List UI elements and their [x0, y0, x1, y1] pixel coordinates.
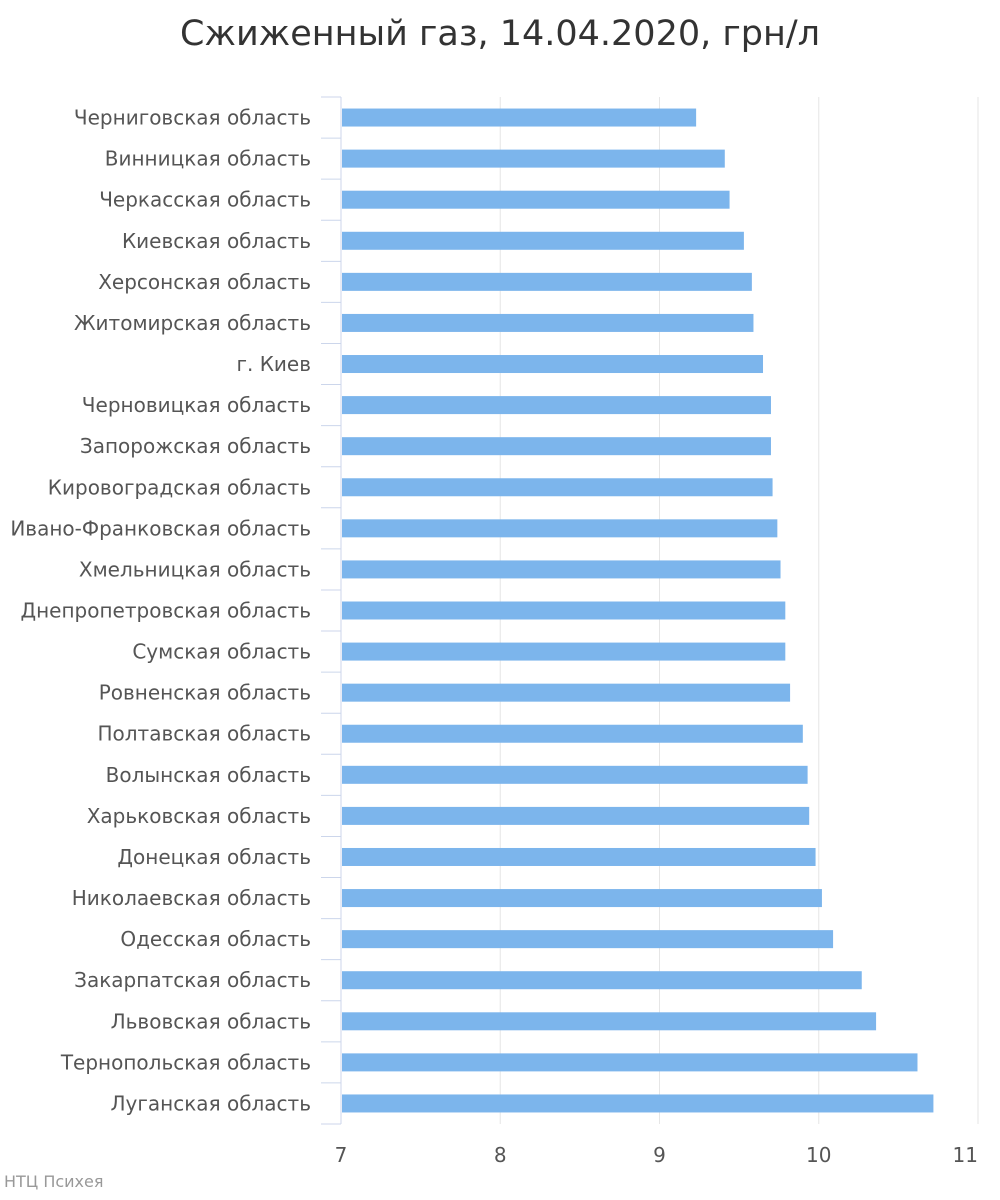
category-label: Харьковская область [87, 804, 311, 828]
category-label: Ровненская область [99, 681, 311, 705]
category-label: Винницкая область [105, 147, 311, 171]
category-label: Днепропетровская область [20, 599, 311, 623]
bar [342, 1094, 934, 1113]
bar [342, 519, 778, 538]
bar [342, 683, 791, 702]
credit-label: НТЦ Психея [4, 1172, 104, 1191]
category-label: Запорожская область [80, 434, 311, 458]
category-label: Черкасская область [99, 188, 311, 212]
bar [342, 272, 752, 291]
category-label: Львовская область [111, 1009, 311, 1033]
bar [342, 149, 725, 168]
bar [342, 724, 803, 743]
category-label: Киевская область [122, 229, 311, 253]
category-label: Херсонская область [98, 270, 311, 294]
bar [342, 190, 730, 209]
x-tick-label: 10 [806, 1143, 831, 1167]
bar [342, 601, 786, 620]
category-label: Полтавская область [97, 722, 311, 746]
bar [342, 355, 764, 374]
bar [342, 478, 773, 497]
category-label: Тернопольская область [60, 1050, 311, 1074]
bar [342, 765, 808, 784]
category-label: Житомирская область [74, 311, 311, 335]
x-tick-label: 8 [494, 1143, 507, 1167]
x-tick-label: 7 [335, 1143, 348, 1167]
category-label: Луганская область [111, 1091, 311, 1115]
category-label: Закарпатская область [74, 968, 311, 992]
category-label: Хмельницкая область [79, 557, 311, 581]
bar [342, 396, 771, 415]
category-label: Сумская область [132, 640, 311, 664]
category-label: Одесская область [120, 927, 311, 951]
x-tick-label: 11 [953, 1143, 978, 1167]
category-label: Ивано-Франковская область [10, 516, 311, 540]
category-label: Кировоградская область [48, 475, 311, 499]
category-label: Волынская область [106, 763, 311, 787]
bar [342, 889, 822, 908]
x-tick-label: 9 [653, 1143, 666, 1167]
bar [342, 1012, 877, 1031]
category-label: Донецкая область [117, 845, 311, 869]
bar [342, 971, 862, 990]
category-label: Николаевская область [72, 886, 311, 910]
bar [342, 437, 771, 456]
category-label: Черновицкая область [82, 393, 311, 417]
bar [342, 806, 810, 825]
category-label: Черниговская область [74, 106, 311, 130]
bar [342, 108, 697, 127]
bar [342, 231, 744, 250]
chart-title: Сжиженный газ, 14.04.2020, грн/л [179, 14, 821, 54]
bar [342, 560, 781, 579]
bar [342, 1053, 918, 1072]
category-label: г. Киев [236, 352, 311, 376]
bar [342, 313, 754, 332]
bar [342, 847, 816, 866]
bar [342, 930, 834, 949]
bar [342, 642, 786, 661]
